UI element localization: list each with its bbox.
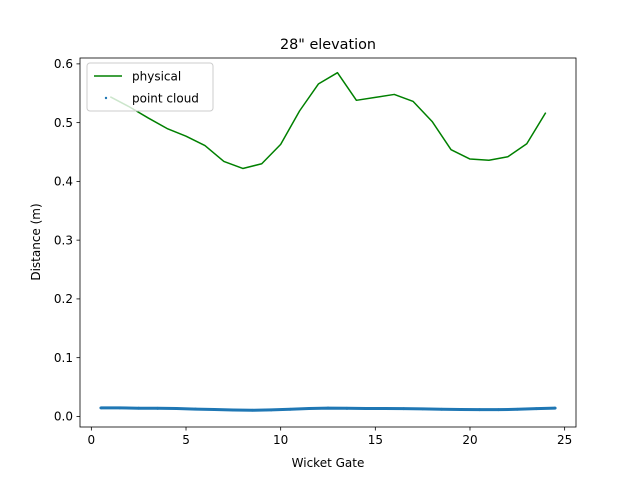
y-tick-label: 0.3	[54, 233, 73, 247]
legend-label-point-cloud: point cloud	[132, 92, 199, 106]
y-tick-label: 0.4	[54, 175, 73, 189]
data-point-point-cloud	[402, 407, 405, 410]
x-tick-label: 5	[182, 433, 190, 447]
data-point-point-cloud	[383, 407, 386, 410]
data-point-point-cloud	[459, 408, 462, 411]
data-point-point-cloud	[232, 409, 235, 412]
data-point-point-cloud	[346, 407, 349, 410]
data-point-point-cloud	[535, 407, 538, 410]
x-tick-label: 20	[462, 433, 477, 447]
legend: physical point cloud	[87, 63, 213, 111]
data-point-point-cloud	[364, 407, 367, 410]
y-axis-label: Distance (m)	[29, 203, 43, 280]
data-point-point-cloud	[270, 408, 273, 411]
legend-label-physical: physical	[132, 70, 181, 84]
y-tick-label: 0.0	[54, 410, 73, 424]
data-point-point-cloud	[251, 409, 254, 412]
data-point-point-cloud	[156, 407, 159, 410]
data-point-point-cloud	[327, 407, 330, 410]
y-tick-label: 0.6	[54, 57, 73, 71]
x-tick-label: 10	[273, 433, 288, 447]
data-point-point-cloud	[421, 408, 424, 411]
data-point-point-cloud	[554, 407, 557, 410]
data-point-point-cloud	[99, 407, 102, 410]
data-point-point-cloud	[137, 407, 140, 410]
data-point-point-cloud	[175, 407, 178, 410]
data-point-point-cloud	[194, 408, 197, 411]
legend-swatch-point-cloud	[105, 97, 107, 99]
data-point-point-cloud	[440, 408, 443, 411]
data-point-point-cloud	[118, 407, 121, 410]
x-tick-label: 0	[88, 433, 96, 447]
chart-title: 28" elevation	[280, 37, 376, 53]
y-tick-label: 0.5	[54, 116, 73, 130]
data-point-point-cloud	[289, 408, 292, 411]
data-point-point-cloud	[497, 408, 500, 411]
x-tick-label: 25	[557, 433, 572, 447]
data-point-point-cloud	[478, 408, 481, 411]
data-point-point-cloud	[516, 408, 519, 411]
data-point-point-cloud	[308, 407, 311, 410]
y-tick-label: 0.1	[54, 351, 73, 365]
x-tick-label: 15	[368, 433, 383, 447]
y-tick-label: 0.2	[54, 292, 73, 306]
data-point-point-cloud	[213, 408, 216, 411]
x-axis-label: Wicket Gate	[292, 456, 365, 470]
